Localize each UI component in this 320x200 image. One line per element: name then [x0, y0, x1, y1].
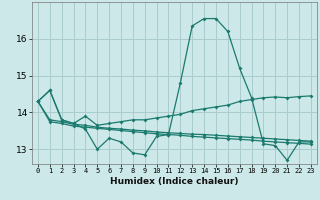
X-axis label: Humidex (Indice chaleur): Humidex (Indice chaleur)	[110, 177, 239, 186]
